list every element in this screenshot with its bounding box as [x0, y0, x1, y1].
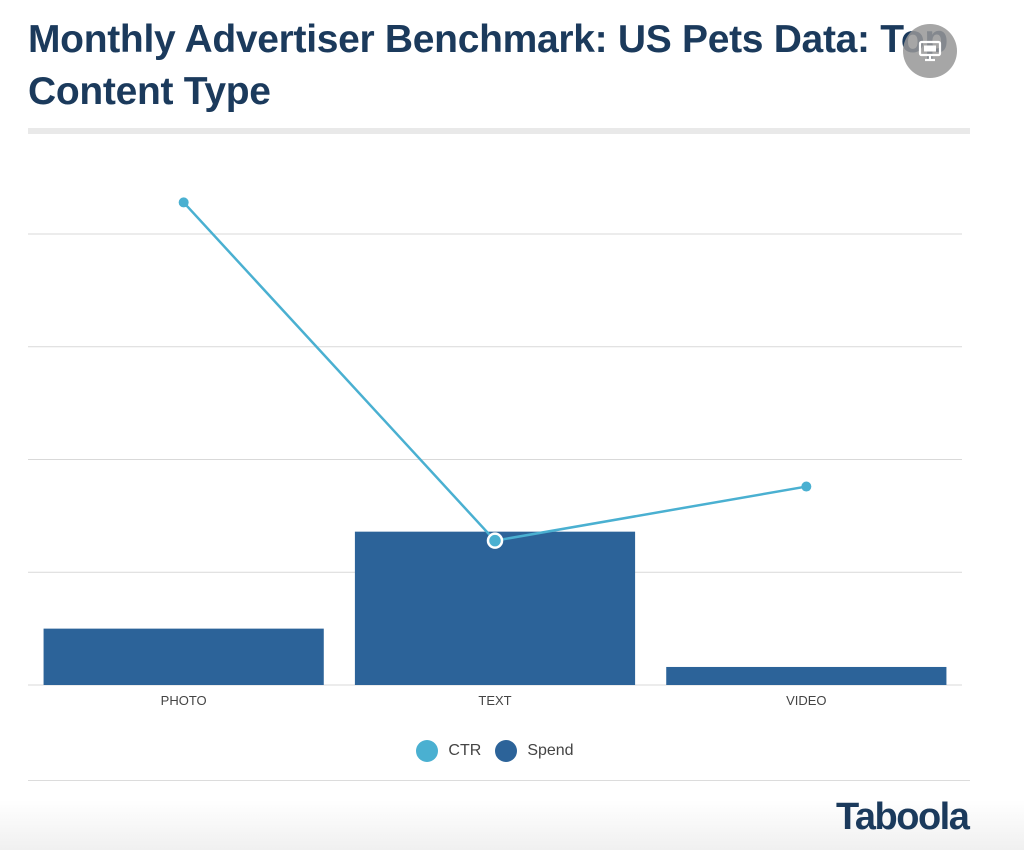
ctr-point-photo [178, 197, 189, 208]
legend: CTR Spend [0, 740, 990, 762]
legend-item-spend[interactable]: Spend [495, 740, 574, 762]
expand-presentation-button[interactable] [903, 24, 957, 78]
ctr-line [182, 201, 807, 543]
legend-item-ctr[interactable]: CTR [416, 740, 481, 762]
ctr-point-text [486, 532, 504, 549]
bar-text [354, 531, 636, 685]
bar-photo [43, 628, 324, 685]
taboola-logo: Taboola [836, 796, 970, 838]
legend-label-ctr: CTR [448, 742, 482, 759]
bar-video [666, 666, 947, 685]
legend-divider [28, 780, 970, 781]
footer [0, 800, 1024, 850]
chart-area: PHOTO TEXT VIDEO [28, 197, 962, 708]
chart-title: Monthly Advertiser Benchmark: US Pets Da… [28, 18, 948, 113]
x-tick-label: TEXT [478, 693, 511, 708]
legend-swatch-ctr [416, 740, 439, 762]
x-tick-label: PHOTO [161, 693, 207, 708]
legend-swatch-spend [495, 740, 518, 762]
x-tick-label: VIDEO [786, 693, 826, 708]
ctr-point-video [801, 481, 812, 492]
presentation-icon [918, 40, 942, 62]
title-divider [28, 128, 970, 134]
legend-label-spend: Spend [527, 742, 574, 759]
